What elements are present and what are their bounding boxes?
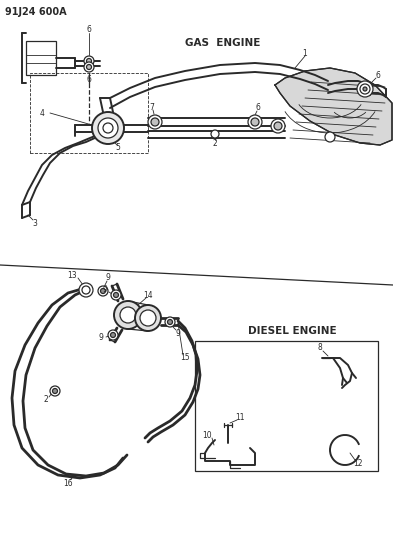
Text: 6: 6	[86, 26, 92, 35]
Circle shape	[271, 119, 285, 133]
Text: DIESEL ENGINE: DIESEL ENGINE	[248, 326, 337, 336]
Circle shape	[82, 286, 90, 294]
Bar	[26, 41, 56, 75]
Circle shape	[50, 386, 60, 396]
Circle shape	[108, 330, 118, 340]
Bar	[30, 73, 148, 153]
Text: 9: 9	[99, 334, 103, 343]
Circle shape	[135, 305, 161, 331]
Circle shape	[84, 56, 94, 66]
Text: 5: 5	[116, 143, 120, 152]
Circle shape	[53, 389, 57, 393]
Circle shape	[92, 112, 124, 144]
Circle shape	[103, 123, 113, 133]
Text: 7: 7	[150, 102, 154, 111]
Text: 9: 9	[103, 286, 107, 295]
Circle shape	[140, 310, 156, 326]
Circle shape	[120, 307, 136, 323]
Circle shape	[111, 290, 121, 300]
Text: 16: 16	[63, 479, 73, 488]
Circle shape	[357, 81, 373, 97]
Circle shape	[110, 333, 116, 337]
Circle shape	[363, 87, 367, 91]
Text: 11: 11	[235, 414, 245, 423]
Circle shape	[86, 59, 92, 63]
Text: 14: 14	[143, 290, 153, 300]
Bar	[195, 341, 378, 471]
Circle shape	[274, 122, 282, 130]
Circle shape	[84, 62, 94, 72]
Circle shape	[101, 288, 105, 294]
Text: 6: 6	[86, 75, 92, 84]
Circle shape	[114, 301, 142, 329]
Circle shape	[79, 283, 93, 297]
Circle shape	[98, 118, 118, 138]
Circle shape	[148, 115, 162, 129]
Circle shape	[151, 118, 159, 126]
Text: 9: 9	[106, 273, 110, 282]
Circle shape	[98, 286, 108, 296]
Text: 15: 15	[180, 353, 190, 362]
Circle shape	[248, 115, 262, 129]
Text: GAS  ENGINE: GAS ENGINE	[185, 38, 261, 48]
Text: 2: 2	[213, 139, 217, 148]
Text: 1: 1	[303, 49, 307, 58]
Circle shape	[360, 84, 370, 94]
Circle shape	[167, 319, 173, 325]
Text: 6: 6	[255, 103, 261, 112]
Polygon shape	[275, 68, 392, 145]
Text: 9: 9	[176, 328, 180, 337]
Circle shape	[251, 118, 259, 126]
Circle shape	[325, 132, 335, 142]
Text: 6: 6	[376, 70, 380, 79]
Text: 8: 8	[318, 343, 322, 352]
Circle shape	[114, 293, 119, 297]
Text: 12: 12	[353, 458, 363, 467]
Text: 2: 2	[44, 395, 48, 405]
Text: 3: 3	[33, 219, 37, 228]
Text: 4: 4	[40, 109, 44, 117]
Circle shape	[86, 64, 92, 69]
Text: 13: 13	[67, 271, 77, 279]
Text: 91J24 600A: 91J24 600A	[5, 7, 67, 17]
Text: 10: 10	[202, 431, 212, 440]
Circle shape	[165, 317, 175, 327]
Circle shape	[211, 130, 219, 138]
